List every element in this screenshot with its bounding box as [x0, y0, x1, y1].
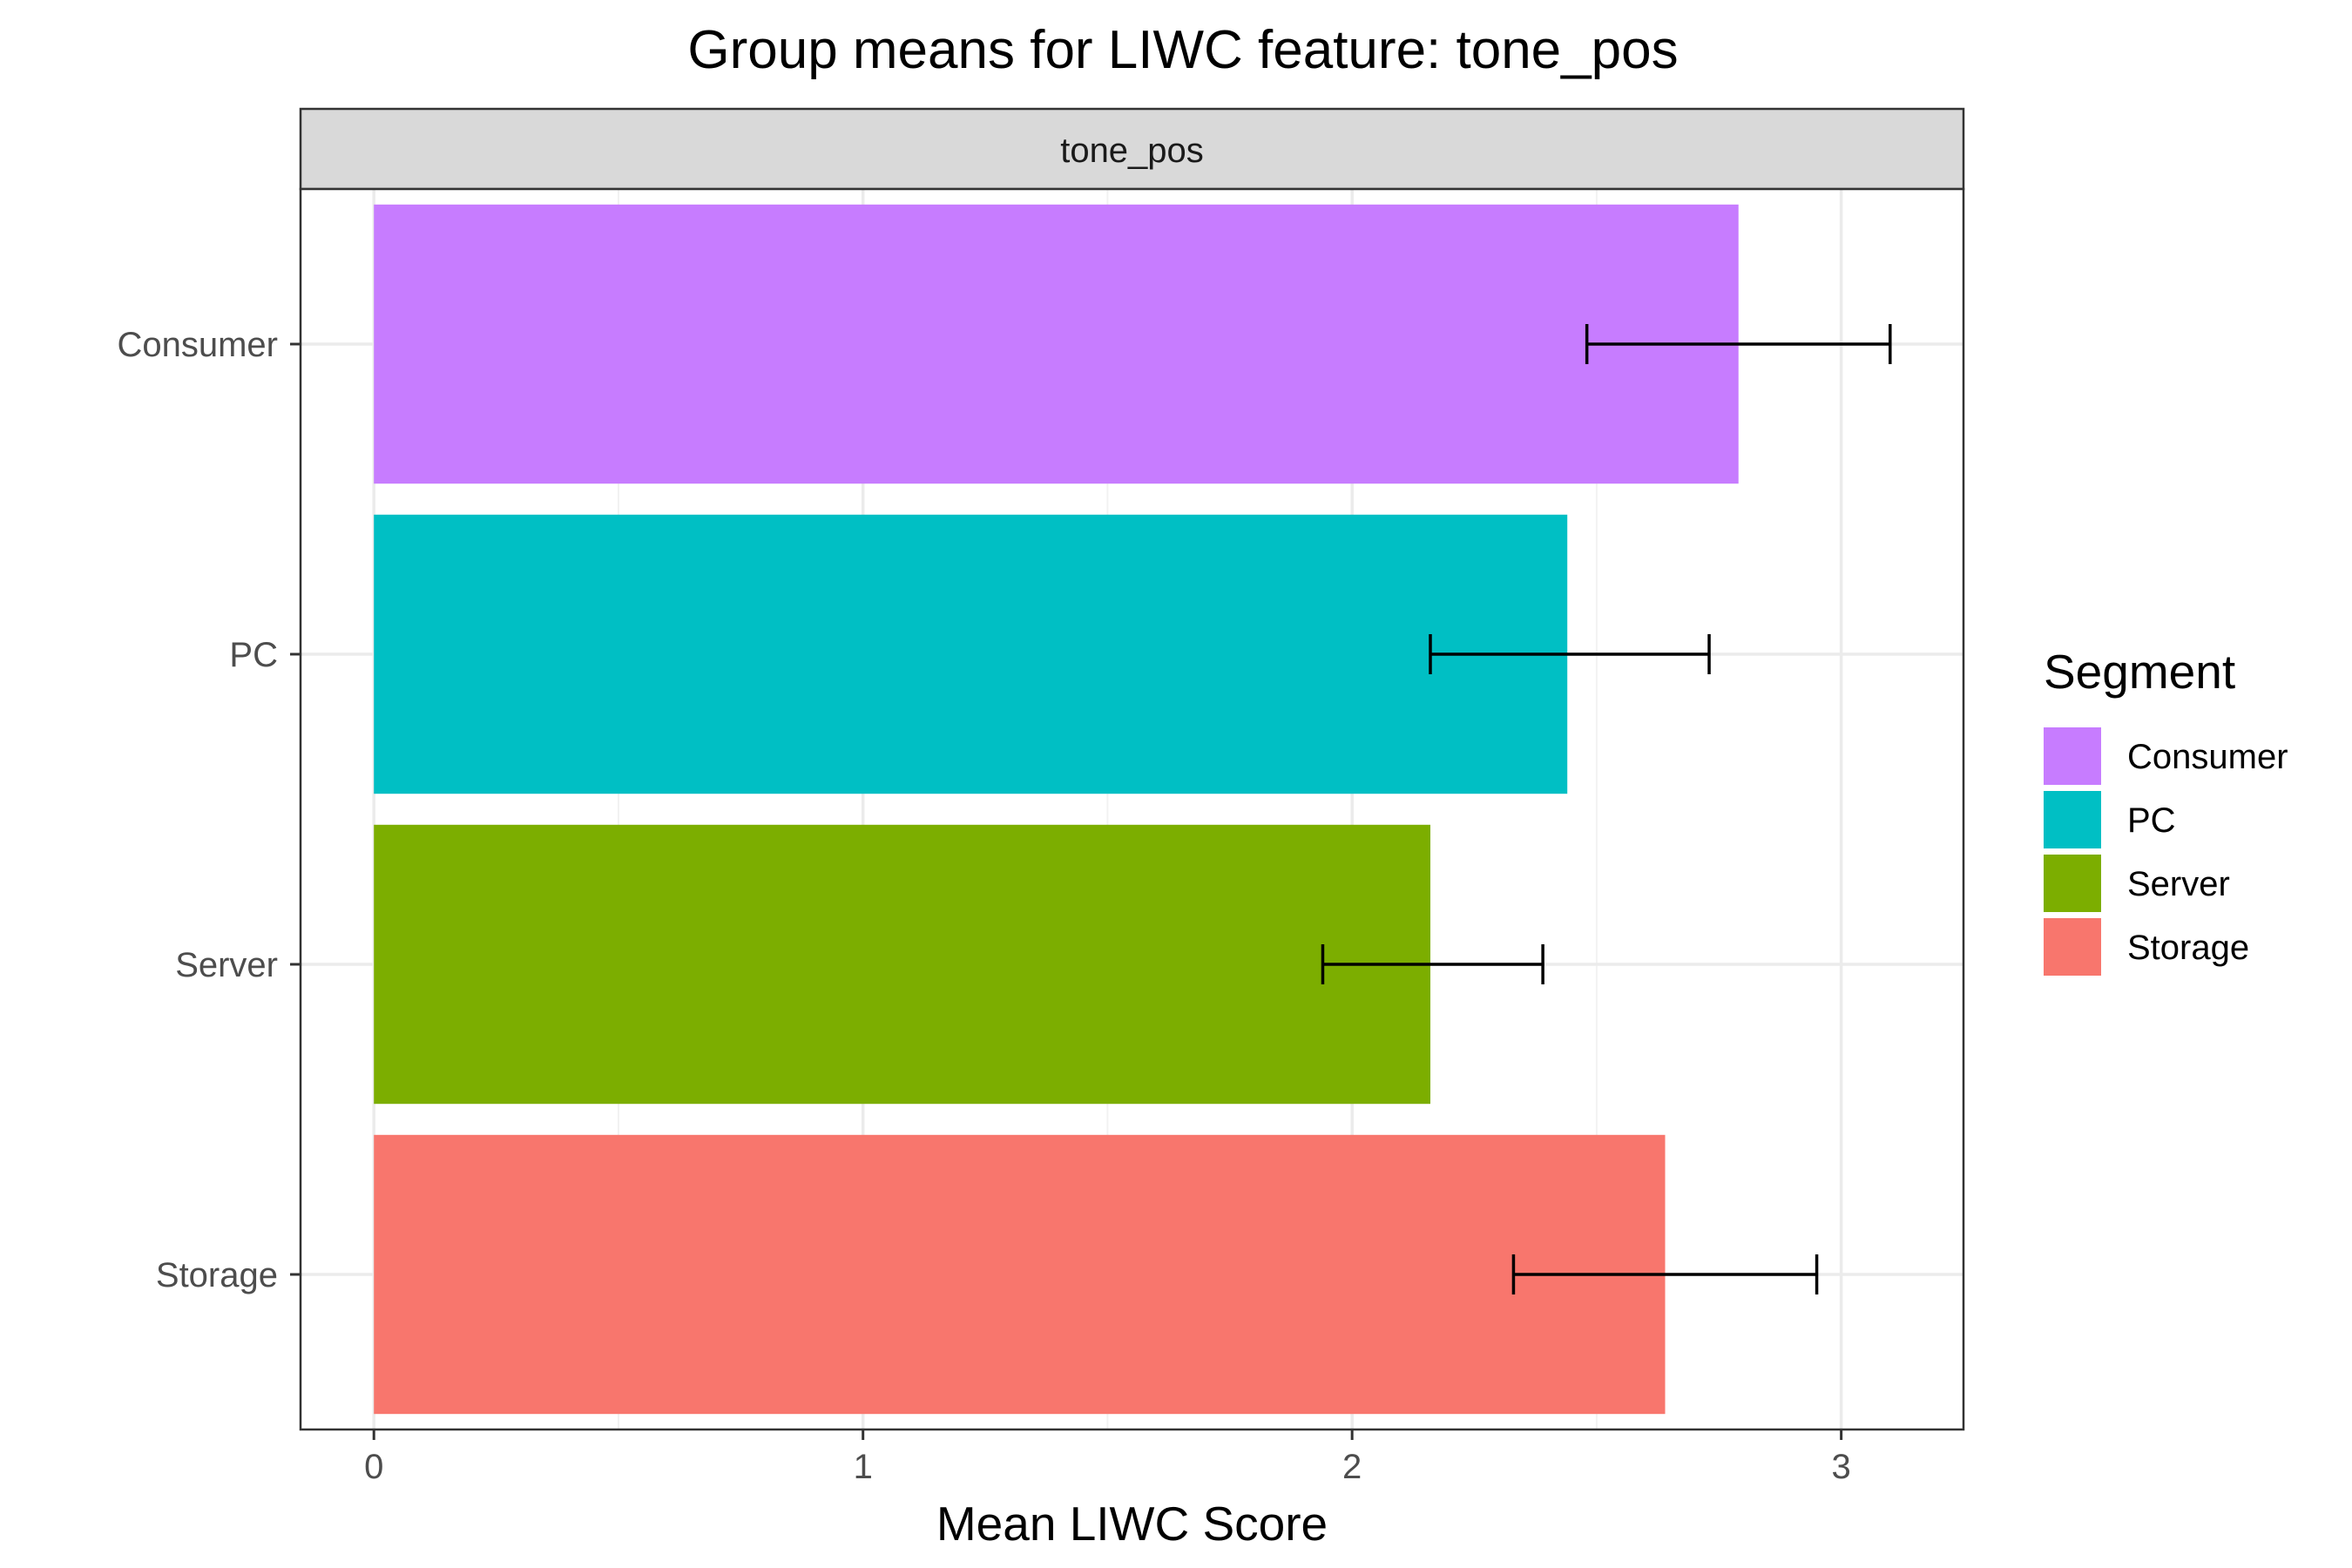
x-axis-title: Mean LIWC Score — [936, 1497, 1328, 1551]
y-tick-label: Consumer — [117, 326, 278, 364]
panel-border — [299, 187, 1965, 1431]
y-tick-label: PC — [229, 636, 278, 674]
y-tick-label: Server — [175, 946, 278, 984]
facet-strip — [299, 107, 1965, 191]
y-tick-label: Storage — [156, 1256, 278, 1294]
errorbar-consumer — [1585, 324, 1892, 364]
legend-label: Consumer — [2127, 738, 2288, 776]
errorbar-storage — [1511, 1254, 1819, 1294]
bars — [374, 204, 1739, 1415]
legend-title: Segment — [2044, 645, 2235, 699]
legend-key-storage — [2044, 918, 2101, 976]
x-tick-label: 1 — [854, 1448, 873, 1486]
x-tick-label: 0 — [364, 1448, 383, 1486]
legend-key-consumer — [2044, 727, 2101, 785]
legend: Segment Consumer PC Server Storage — [2044, 645, 2288, 976]
errorbar-server — [1321, 944, 1544, 984]
x-tick-label: 2 — [1342, 1448, 1362, 1486]
legend-key-server — [2044, 855, 2101, 912]
legend-key-pc — [2044, 791, 2101, 848]
bar-server — [374, 824, 1430, 1105]
error-bars — [1321, 324, 1892, 1294]
legend-label: Storage — [2127, 929, 2249, 967]
legend-label: Server — [2127, 865, 2230, 903]
bar-consumer — [374, 204, 1739, 484]
x-axis: 0 1 2 3 — [364, 1429, 1851, 1486]
bar-storage — [374, 1134, 1666, 1415]
legend-label: PC — [2127, 801, 2176, 840]
x-tick-label: 3 — [1832, 1448, 1851, 1486]
errorbar-pc — [1429, 634, 1711, 674]
facet-label: tone_pos — [1060, 132, 1204, 170]
bar-pc — [374, 514, 1568, 794]
y-axis: Consumer PC Server Storage — [117, 326, 301, 1294]
chart-title: Group means for LIWC feature: tone_pos — [687, 20, 1678, 80]
